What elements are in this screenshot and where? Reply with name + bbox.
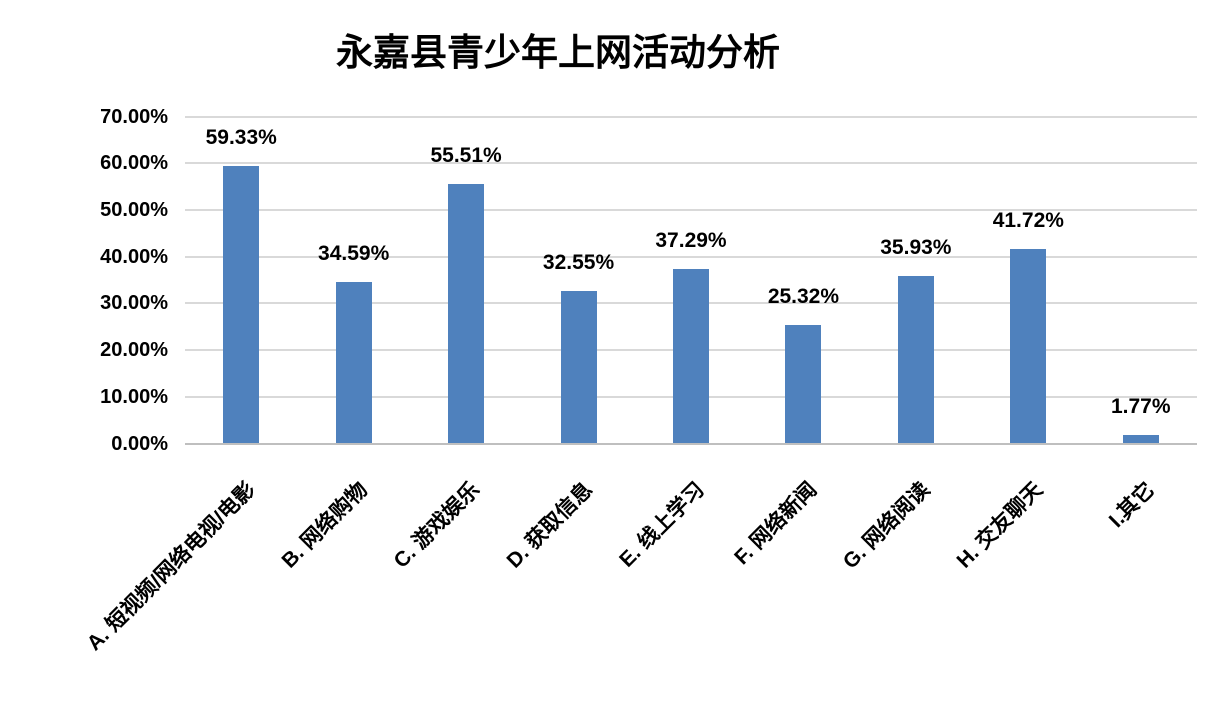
x-category-label: D. 获取信息	[502, 478, 597, 573]
bar-value-label: 37.29%	[655, 229, 727, 253]
x-category-label: E. 线上学习	[615, 478, 710, 572]
y-tick-label: 40.00%	[100, 245, 168, 268]
x-category-label: B. 网络购物	[277, 478, 372, 573]
gridline	[185, 255, 1197, 258]
bar	[1122, 435, 1159, 444]
bar-value-label: 59.33%	[205, 126, 277, 150]
gridline	[185, 209, 1197, 211]
y-tick-label: 60.00%	[100, 152, 168, 175]
gridline	[185, 115, 1197, 118]
bar	[897, 275, 934, 444]
x-category-label: C. 游戏娱乐	[389, 478, 485, 573]
x-category-label: A. 短视频/网络电视/电影	[82, 478, 260, 656]
bar-value-label: 32.55%	[542, 251, 615, 275]
bar-value-label: 41.72%	[992, 208, 1064, 232]
y-tick-label: 50.00%	[100, 199, 168, 221]
bar	[335, 281, 372, 444]
y-tick-label: 70.00%	[100, 105, 168, 128]
bar	[673, 269, 709, 444]
x-category-label: H. 交友聊天	[951, 478, 1047, 573]
x-category-label: I.其它	[1104, 478, 1160, 533]
bar	[223, 166, 260, 444]
gridline	[185, 162, 1197, 165]
bar-value-label: 55.51%	[430, 144, 502, 168]
bar	[448, 184, 485, 444]
chart-title: 永嘉县青少年上网活动分析	[336, 32, 780, 73]
bar	[1010, 248, 1047, 444]
x-category-label: F. 网络新闻	[730, 478, 822, 570]
bar-value-label: 25.32%	[767, 285, 840, 309]
y-tick-label: 0.00%	[111, 432, 168, 455]
bar-value-label: 35.93%	[880, 235, 952, 259]
y-tick-label: 20.00%	[100, 339, 168, 362]
x-category-label: G. 网络阅读	[838, 478, 935, 574]
bar-value-label: 34.59%	[318, 241, 390, 265]
bar-value-label: 1.77%	[1110, 395, 1171, 419]
y-tick-label: 10.00%	[100, 385, 168, 408]
y-tick-label: 30.00%	[100, 292, 168, 315]
bar	[785, 325, 822, 444]
bar	[560, 291, 597, 444]
x-axis-line	[185, 442, 1197, 445]
